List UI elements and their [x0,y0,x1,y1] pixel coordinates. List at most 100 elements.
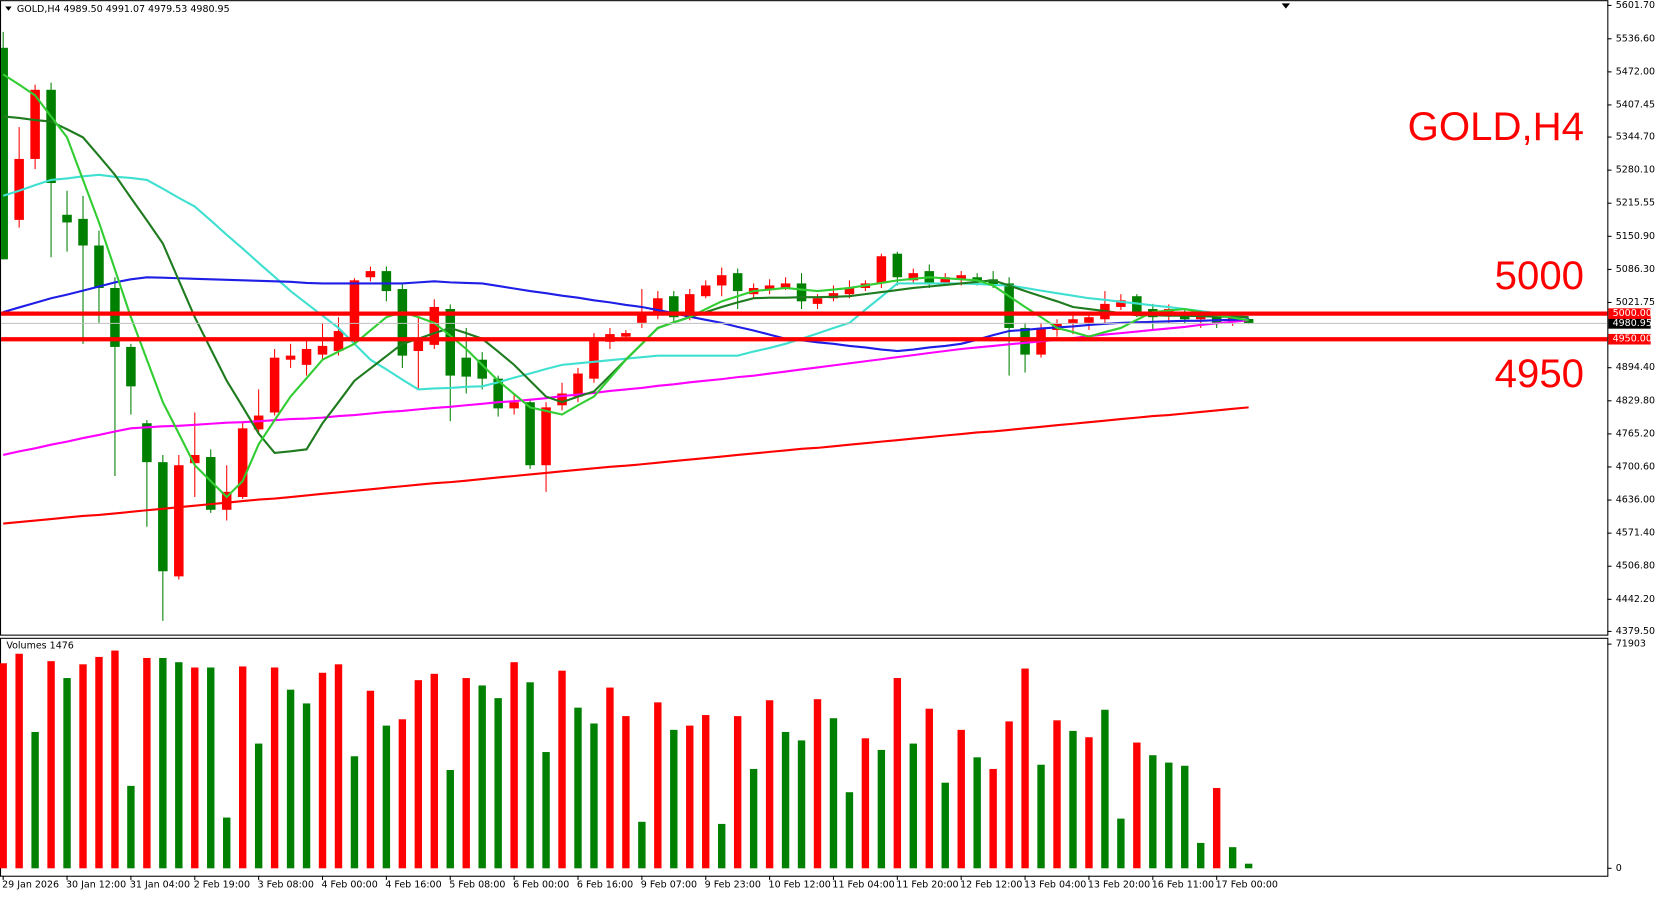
annotation: GOLD,H4 [1408,104,1584,149]
volume-bar [781,731,790,869]
candle-body [62,214,72,223]
y-tick-label: 4700.60 [1616,461,1655,472]
candle-body [653,298,663,316]
candle-body [110,288,120,347]
annotation: 5000 [1495,253,1584,298]
y-tick-label: 5601.70 [1616,0,1655,11]
x-tick-label: 12 Feb 12:00 [960,880,1022,891]
candle-body [828,293,839,299]
volume-bar [606,687,614,869]
x-tick-label: 13 Feb 04:00 [1024,880,1086,891]
volume-bar [0,663,7,869]
candle-body [190,454,200,464]
candle-body [1116,300,1126,307]
volume-title: Volumes 1476 [6,641,73,652]
menu-arrow[interactable] [5,6,12,11]
volume-bar [191,667,199,869]
volume-bar [1085,737,1093,869]
x-tick-label: 9 Feb 23:00 [705,880,761,891]
volume-bar [1117,818,1125,869]
bid-label: 4980.95 [1613,318,1652,329]
candle-body [541,407,551,466]
candle-body [158,462,168,572]
candle-body [716,275,727,286]
x-tick-label: 6 Feb 16:00 [577,880,633,891]
volume-bar [909,743,918,869]
candle-body [381,271,392,292]
moving-average [2,173,1249,391]
volume-bar [366,690,375,869]
candle-body [1084,317,1094,323]
candle-body [509,402,519,409]
candle-body [397,289,408,356]
volume-bar [446,770,454,869]
candle-body [429,306,440,345]
volume-bar [733,716,742,869]
symbol: GOLD,H4 [17,4,61,15]
y-tick-label: 4894.40 [1616,362,1655,373]
volume-bar [175,662,183,869]
volume-bar [590,723,598,869]
candle-body [732,273,743,292]
shift-marker [1281,3,1291,9]
x-tick-label: 4 Feb 00:00 [321,880,377,891]
volume-bar [1228,847,1237,869]
candle-body [413,338,424,352]
y-tick-label: 5472.00 [1616,66,1655,77]
candle-body [700,285,711,297]
candle-body [557,393,567,406]
candle-body [30,89,40,159]
volume-bar [1197,842,1205,869]
candle-body [940,277,950,283]
volume-bar [143,657,151,869]
y-tick-label: 5280.10 [1616,165,1655,176]
volume-bar [31,731,39,869]
volume-bar [717,823,726,869]
volume-bar [15,653,23,869]
y-tick-label: 4379.50 [1616,626,1655,637]
price-pane [0,0,1609,636]
volume-bar [302,703,311,869]
moving-average [3,115,1249,455]
volume-bar [973,757,981,869]
volume-bar [494,698,502,869]
y-tick-label: 4765.20 [1616,428,1655,439]
volume-bar [1165,762,1173,869]
y-tick-label: 71903 [1616,639,1646,650]
candle-body [764,285,775,291]
candle-body [174,465,184,577]
volume-bar [414,680,423,869]
volume-bar [1037,764,1045,869]
volume-bar [159,657,167,869]
volume-bar [1069,730,1077,869]
volume-bar [1005,721,1013,869]
volume-bar [941,782,949,869]
volume-bar [845,792,854,869]
volume-bar [207,667,215,869]
candle-body [46,89,56,184]
candle-body [956,275,966,280]
candle-body [637,313,647,323]
y-tick-label: 4829.80 [1616,395,1655,406]
x-tick-label: 11 Feb 04:00 [832,880,894,891]
candle-body [988,279,998,286]
annotation: 4950 [1495,351,1584,396]
x-tick-label: 31 Jan 04:00 [130,880,190,891]
candle-body [126,346,136,387]
moving-average [3,406,1249,525]
volume-bar [670,729,678,869]
x-tick-label: 9 Feb 07:00 [641,880,697,891]
volume-bar [430,673,438,869]
volume-bar [813,699,822,869]
candle-body [525,402,535,466]
volume-bar [861,738,870,869]
candle-body [94,245,104,289]
volume-bar [1212,787,1221,869]
bid-label-box [1608,318,1651,329]
candle-body [237,428,248,497]
volume-bar [957,729,965,869]
candle-body [1,47,8,260]
candle-body [573,373,583,397]
